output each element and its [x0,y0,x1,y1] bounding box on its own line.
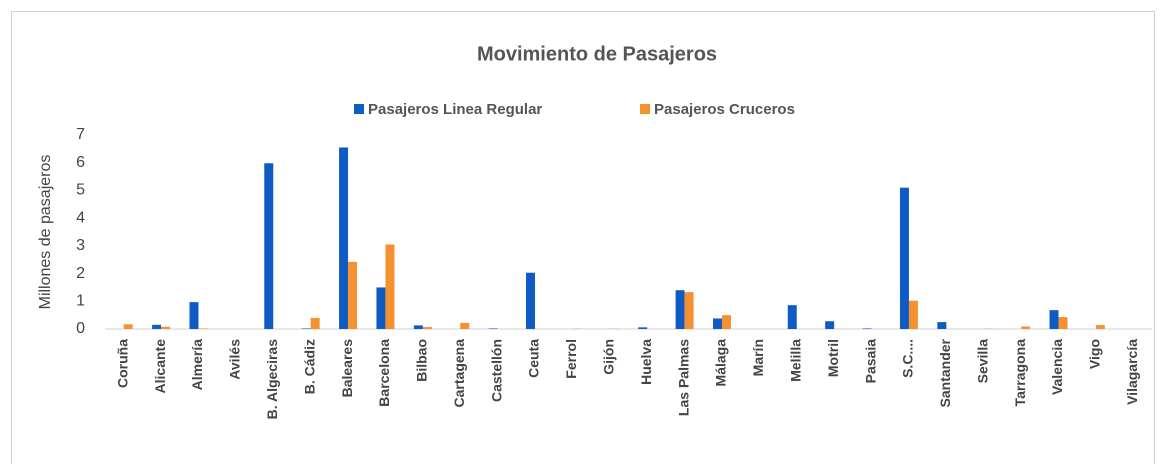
x-tick-label: Alicante [152,339,168,394]
x-tick-label: B. Cádiz [301,339,317,394]
x-tick-label: Barcelona [376,339,392,407]
y-tick-label: 3 [76,237,85,254]
y-tick-label: 6 [76,154,85,171]
bar [198,328,208,329]
x-tick-label: Málaga [713,339,729,387]
x-tick-label: Baleares [339,339,355,398]
bar [161,326,171,329]
bar [123,324,133,329]
bar [1058,317,1068,329]
bar [413,325,423,329]
x-tick-label: S.C.... [900,339,916,378]
x-tick-label: Bilbao [414,339,430,382]
x-tick-label: Avilés [227,339,243,380]
bar [684,292,694,329]
bar [301,328,311,329]
x-tick-label: Las Palmas [675,339,691,416]
y-tick-label: 2 [76,265,85,282]
bar [348,261,358,329]
chart-title: Movimiento de Pasajeros [477,43,717,65]
x-tick-label: Vigo [1087,339,1103,369]
bar [422,327,432,329]
bar [721,315,731,329]
bar [339,147,349,329]
y-tick-label: 7 [76,126,85,143]
bar [638,327,648,329]
legend-swatch [640,104,650,114]
bar [862,328,872,329]
legend-label: Pasajeros Linea Regular [368,101,542,118]
x-tick-label: Santander [937,338,953,407]
y-tick-label: 1 [76,293,85,310]
x-tick-label: Almería [189,339,205,391]
x-tick-label: B. Algeciras [264,339,280,420]
bar [264,163,274,329]
bar [937,322,947,329]
y-tick-label: 4 [76,209,85,226]
bar [385,244,395,329]
bar [675,290,685,329]
y-tick-label: 0 [76,320,85,337]
x-tick-label: Melilla [787,339,803,382]
bar [787,305,797,329]
bar [310,317,320,329]
x-tick-label: Sevilla [974,339,990,384]
bar [488,328,498,329]
bar [152,324,162,329]
x-tick-label: Marín [750,339,766,376]
bar [1021,326,1031,329]
bar [189,302,199,329]
x-tick-label: Cartagena [451,339,467,408]
x-tick-label: Coruña [114,339,130,388]
x-tick-label: Motril [825,339,841,377]
y-axis-label: Millones de pasajeros [37,155,54,310]
bar [908,300,918,329]
x-tick-label: Ceuta [526,339,542,378]
legend-swatch [354,104,364,114]
x-tick-label: Tarragona [1012,339,1028,407]
x-tick-label: Pasaia [862,339,878,384]
bar [376,287,386,329]
x-tick-label: Ferrol [563,339,579,379]
legend-label: Pasajeros Cruceros [654,101,795,118]
bar [825,321,835,329]
bar [460,322,470,329]
bar [526,272,536,329]
x-tick-label: Castellón [488,339,504,402]
x-tick-label: Gijón [601,339,617,375]
bar [1095,325,1105,329]
x-tick-label: Valencia [1049,339,1065,395]
x-tick-label: Huelva [638,339,654,385]
y-tick-label: 5 [76,182,85,199]
bar [899,187,909,329]
bar [712,318,722,329]
chart-border [11,11,1155,464]
bar [1049,310,1059,329]
x-tick-label: Vilagarcía [1124,339,1140,405]
